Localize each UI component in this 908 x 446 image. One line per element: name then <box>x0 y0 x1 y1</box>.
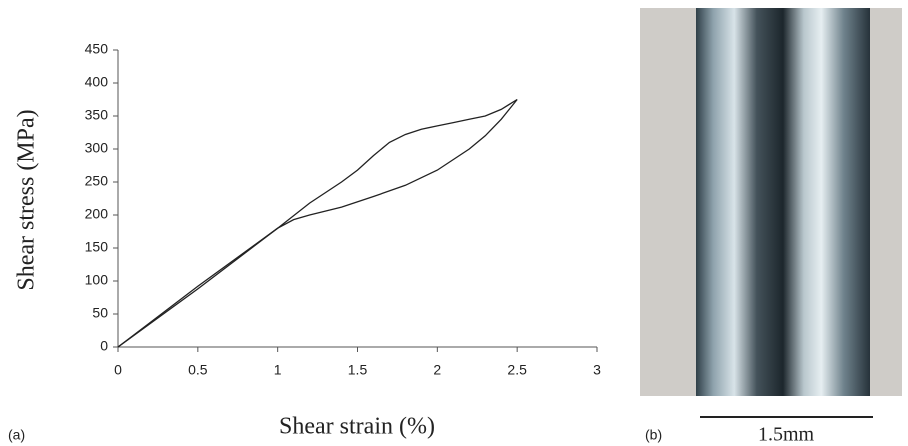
y-tick-label: 250 <box>85 173 109 189</box>
y-tick-label: 300 <box>85 140 109 156</box>
x-tick-label: 2 <box>433 362 441 378</box>
x-tick-label: 1 <box>274 362 282 378</box>
x-tick-label: 3 <box>593 362 601 378</box>
y-tick-label: 200 <box>85 206 109 222</box>
scale-bar-label: 1.5mm <box>758 424 815 446</box>
x-axis-title: Shear strain (%) <box>279 414 435 440</box>
y-tick-label: 0 <box>100 338 108 354</box>
curve <box>117 99 518 348</box>
curve <box>117 98 518 348</box>
y-tick-label: 50 <box>92 305 108 321</box>
y-tick-label: 400 <box>85 74 109 90</box>
y-tick-label: 100 <box>85 272 109 288</box>
y-tick-label: 450 <box>85 41 109 57</box>
x-tick-label: 0 <box>114 362 122 378</box>
y-tick-label: 150 <box>85 239 109 255</box>
y-axis-title: Shear stress (MPa) <box>14 109 40 290</box>
y-tick-label: 350 <box>85 107 109 123</box>
wire-photo <box>696 8 870 396</box>
x-tick-label: 0.5 <box>188 362 208 378</box>
x-tick-label: 2.5 <box>507 362 527 378</box>
panel-label: (b) <box>645 427 662 443</box>
x-tick-label: 1.5 <box>348 362 368 378</box>
panel-label: (a) <box>8 427 25 443</box>
